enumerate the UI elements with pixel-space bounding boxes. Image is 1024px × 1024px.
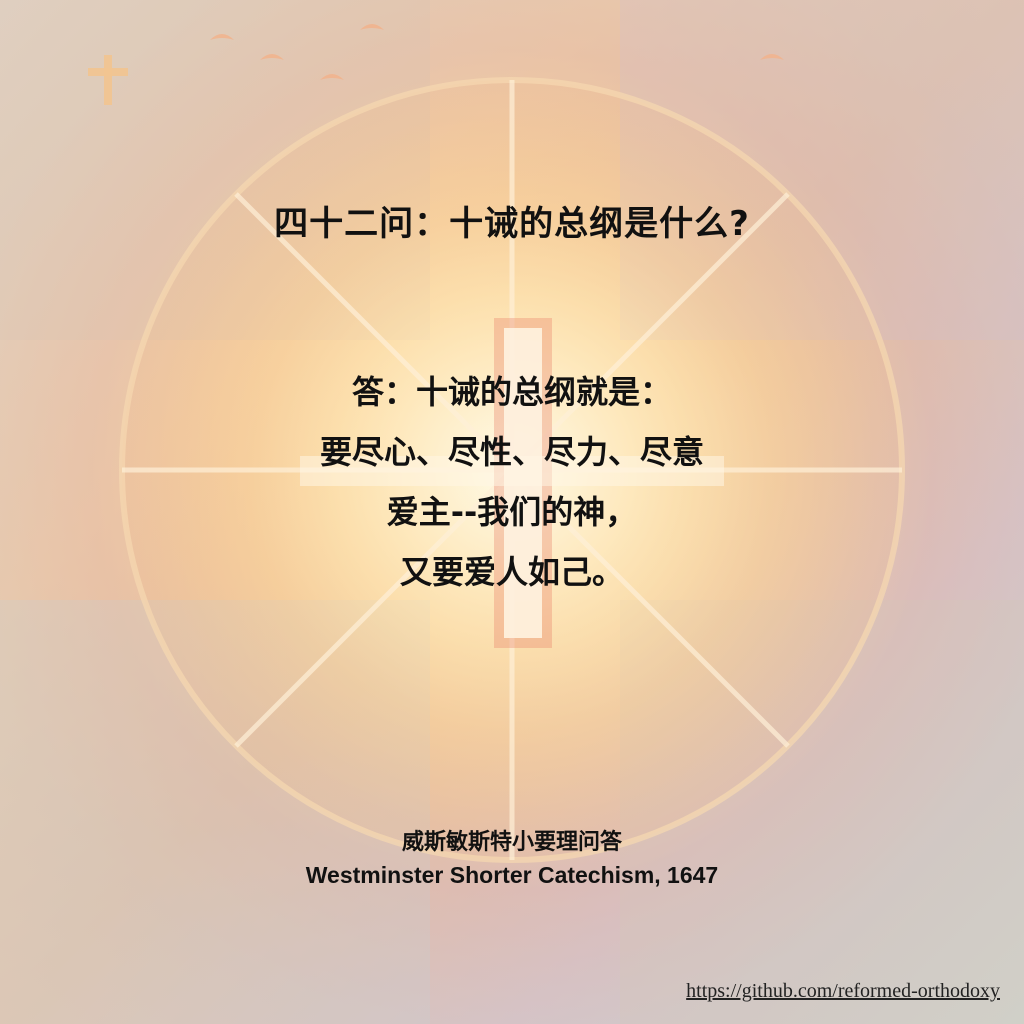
source-english-title: Westminster Shorter Catechism, 1647 xyxy=(305,862,719,888)
github-link[interactable]: https://github.com/reformed-orthodoxy xyxy=(686,980,1000,1002)
answer-line: 爱主--我们的神， xyxy=(386,493,638,531)
answer-line: 又要爱人如己。 xyxy=(399,553,624,591)
answer-line: 答：十诫的总纲就是： xyxy=(351,373,672,411)
answer-block: 答：十诫的总纲就是： 要尽心、尽性、尽力、尽意 爱主--我们的神， 又要爱人如己… xyxy=(0,362,1024,602)
question-heading: 四十二问：十诫的总纲是什么? xyxy=(274,204,750,244)
answer-line: 要尽心、尽性、尽力、尽意 xyxy=(319,433,704,471)
source-chinese-title: 威斯敏斯特小要理问答 xyxy=(401,830,622,855)
